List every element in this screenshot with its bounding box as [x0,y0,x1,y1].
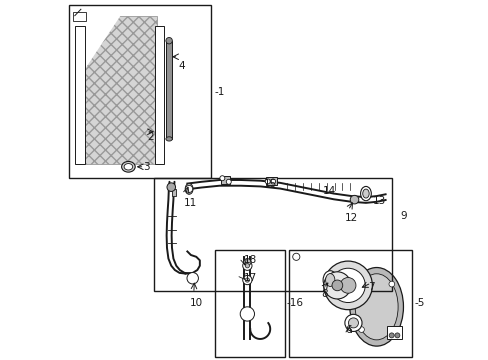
Text: 4: 4 [178,61,184,71]
Ellipse shape [165,137,172,141]
Circle shape [185,185,192,193]
Ellipse shape [349,267,403,346]
Circle shape [292,253,299,260]
Ellipse shape [362,189,368,198]
Text: 6: 6 [345,325,351,335]
Bar [165,41,172,139]
Text: -16: -16 [286,298,303,308]
Circle shape [388,327,394,332]
Ellipse shape [122,161,135,172]
Circle shape [323,272,350,299]
Circle shape [240,307,254,321]
Circle shape [388,281,394,287]
Text: 12: 12 [345,212,358,222]
Bar [386,327,401,339]
Bar [215,249,285,357]
Circle shape [358,281,364,287]
Text: -1: -1 [214,87,224,98]
Circle shape [348,318,358,328]
Bar [171,189,176,196]
Circle shape [242,275,251,285]
Ellipse shape [323,271,337,289]
Circle shape [394,333,399,338]
Text: 2: 2 [147,132,154,142]
Bar [75,26,84,164]
Circle shape [244,264,249,268]
Text: 13: 13 [372,197,385,206]
Circle shape [186,273,198,284]
Bar [73,12,85,21]
Bar [155,26,164,164]
Circle shape [220,176,224,181]
Bar [84,16,157,164]
Circle shape [344,314,361,332]
Text: 11: 11 [183,198,197,208]
Bar [288,249,411,357]
Circle shape [264,179,270,184]
Circle shape [244,278,249,282]
Text: 14: 14 [323,186,336,196]
Circle shape [323,261,372,310]
Text: 17: 17 [244,273,257,283]
Circle shape [226,179,231,184]
Ellipse shape [124,163,132,170]
Circle shape [331,280,342,291]
Circle shape [242,261,251,270]
Text: 18: 18 [244,255,257,265]
Bar [69,5,210,178]
Circle shape [166,183,175,192]
Text: 7: 7 [367,282,374,292]
Ellipse shape [165,37,172,44]
Bar [154,178,391,291]
Circle shape [270,179,275,184]
Text: 15: 15 [264,179,277,189]
Bar [265,177,276,185]
Circle shape [349,195,358,204]
Polygon shape [84,16,121,69]
Text: 10: 10 [190,298,203,308]
Text: 9: 9 [400,211,407,221]
Ellipse shape [360,186,370,201]
Bar [221,176,230,184]
Circle shape [358,327,364,332]
Circle shape [244,258,250,266]
Text: -5: -5 [413,298,424,308]
Circle shape [330,268,365,302]
Text: 3: 3 [142,162,149,172]
Text: 8: 8 [320,289,327,299]
Ellipse shape [354,274,397,340]
Circle shape [340,278,355,293]
Circle shape [388,333,393,338]
Ellipse shape [325,274,334,287]
Ellipse shape [185,184,193,194]
